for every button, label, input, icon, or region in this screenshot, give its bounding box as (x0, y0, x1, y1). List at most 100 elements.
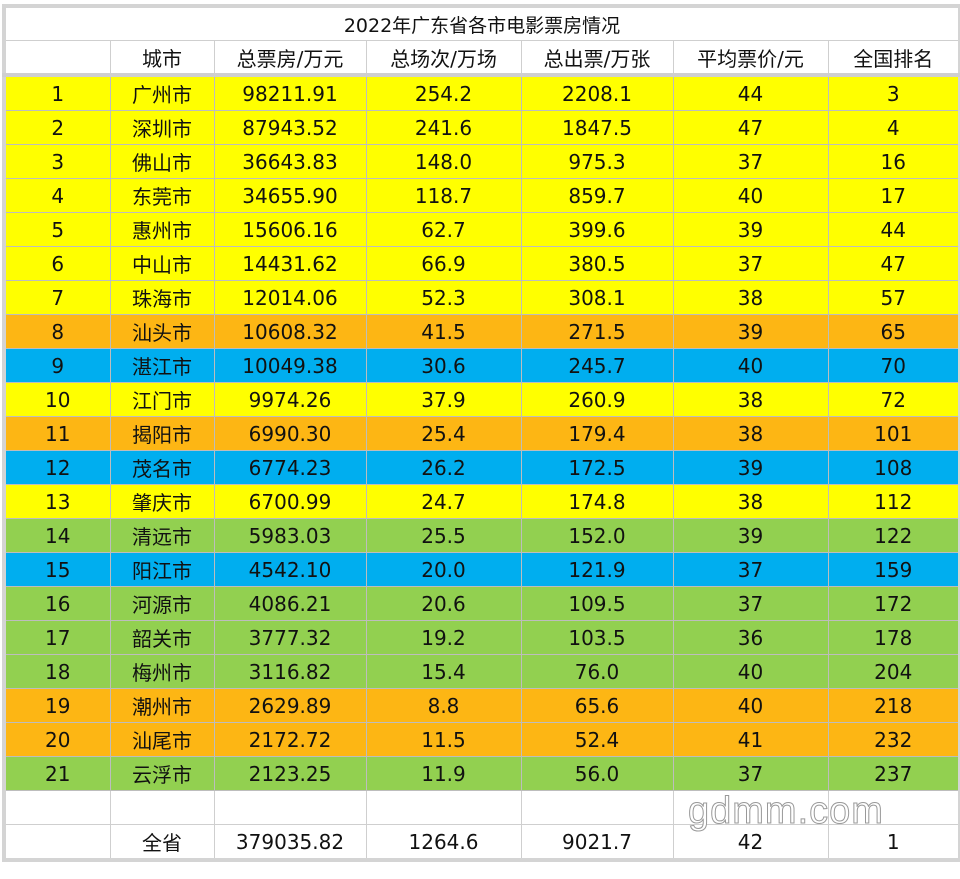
city-cell: 揭阳市 (109, 416, 215, 451)
screenings-cell: 254.2 (365, 74, 522, 111)
rank-cell: 12 (3, 450, 111, 485)
empty-cell (109, 790, 215, 825)
screenings-cell: 11.5 (365, 722, 522, 757)
rank-cell: 17 (3, 620, 111, 655)
tickets-cell: 859.7 (520, 178, 674, 213)
box-office-cell: 5983.03 (213, 518, 367, 553)
national-rank-cell: 159 (827, 552, 960, 587)
avg-price-cell: 38 (672, 416, 829, 451)
box-office-cell: 36643.83 (213, 144, 367, 179)
empty-cell (672, 790, 829, 825)
table-row: 21 云浮市 2123.25 11.9 56.0 37 237 (3, 756, 960, 791)
national-rank-cell: 122 (827, 518, 960, 553)
box-office-cell: 4542.10 (213, 552, 367, 587)
rank-cell: 21 (3, 756, 111, 791)
screenings-cell: 20.6 (365, 586, 522, 621)
national-rank-cell: 65 (827, 314, 960, 349)
rank-cell: 2 (3, 110, 111, 145)
avg-price-cell: 37 (672, 144, 829, 179)
box-office-cell: 34655.90 (213, 178, 367, 213)
column-header: 总票房/万元 (213, 40, 367, 77)
avg-price-cell: 40 (672, 178, 829, 213)
avg-price-cell: 44 (672, 74, 829, 111)
box-office-cell: 2629.89 (213, 688, 367, 723)
tickets-cell: 152.0 (520, 518, 674, 553)
national-rank-cell: 47 (827, 246, 960, 281)
city-cell: 清远市 (109, 518, 215, 553)
screenings-cell: 25.5 (365, 518, 522, 553)
city-cell: 深圳市 (109, 110, 215, 145)
rank-cell: 6 (3, 246, 111, 281)
total-avg-price-cell: 42 (672, 824, 829, 861)
tickets-cell: 975.3 (520, 144, 674, 179)
box-office-cell: 6700.99 (213, 484, 367, 519)
city-cell: 梅州市 (109, 654, 215, 689)
rank-cell: 16 (3, 586, 111, 621)
national-rank-cell: 44 (827, 212, 960, 247)
table-row: 3 佛山市 36643.83 148.0 975.3 37 16 (3, 144, 960, 179)
avg-price-cell: 39 (672, 314, 829, 349)
table-row: 6 中山市 14431.62 66.9 380.5 37 47 (3, 246, 960, 281)
table-row: 2 深圳市 87943.52 241.6 1847.5 47 4 (3, 110, 960, 145)
tickets-cell: 1847.5 (520, 110, 674, 145)
screenings-cell: 30.6 (365, 348, 522, 383)
city-cell: 江门市 (109, 382, 215, 417)
rank-cell: 15 (3, 552, 111, 587)
rank-cell: 14 (3, 518, 111, 553)
rank-cell: 1 (3, 74, 111, 111)
avg-price-cell: 40 (672, 654, 829, 689)
rank-cell: 19 (3, 688, 111, 723)
table-row: 12 茂名市 6774.23 26.2 172.5 39 108 (3, 450, 960, 485)
empty-cell (365, 790, 522, 825)
national-rank-cell: 204 (827, 654, 960, 689)
city-cell: 东莞市 (109, 178, 215, 213)
screenings-cell: 26.2 (365, 450, 522, 485)
national-rank-cell: 218 (827, 688, 960, 723)
city-cell: 佛山市 (109, 144, 215, 179)
city-cell: 中山市 (109, 246, 215, 281)
column-header: 全国排名 (827, 40, 960, 77)
avg-price-cell: 37 (672, 586, 829, 621)
total-tickets-cell: 9021.7 (520, 824, 674, 861)
table-row: 4 东莞市 34655.90 118.7 859.7 40 17 (3, 178, 960, 213)
table-title: 2022年广东省各市电影票房情况 (3, 5, 960, 41)
total-national-rank-cell: 1 (827, 824, 960, 861)
box-office-cell: 6774.23 (213, 450, 367, 485)
city-cell: 惠州市 (109, 212, 215, 247)
box-office-cell: 10049.38 (213, 348, 367, 383)
city-cell: 潮州市 (109, 688, 215, 723)
avg-price-cell: 36 (672, 620, 829, 655)
tickets-cell: 245.7 (520, 348, 674, 383)
total-box-office-cell: 379035.82 (213, 824, 367, 861)
rank-cell: 13 (3, 484, 111, 519)
rank-cell: 3 (3, 144, 111, 179)
avg-price-cell: 38 (672, 280, 829, 315)
avg-price-cell: 40 (672, 688, 829, 723)
screenings-cell: 241.6 (365, 110, 522, 145)
box-office-cell: 10608.32 (213, 314, 367, 349)
column-header: 总场次/万场 (365, 40, 522, 77)
national-rank-cell: 16 (827, 144, 960, 179)
box-office-cell: 2172.72 (213, 722, 367, 757)
national-rank-cell: 108 (827, 450, 960, 485)
city-cell: 汕尾市 (109, 722, 215, 757)
table-row: 13 肇庆市 6700.99 24.7 174.8 38 112 (3, 484, 960, 519)
screenings-cell: 24.7 (365, 484, 522, 519)
national-rank-cell: 232 (827, 722, 960, 757)
table-row: 14 清远市 5983.03 25.5 152.0 39 122 (3, 518, 960, 553)
national-rank-cell: 17 (827, 178, 960, 213)
avg-price-cell: 37 (672, 756, 829, 791)
column-header: 城市 (109, 40, 215, 77)
table-row: 18 梅州市 3116.82 15.4 76.0 40 204 (3, 654, 960, 689)
city-cell: 云浮市 (109, 756, 215, 791)
screenings-cell: 148.0 (365, 144, 522, 179)
box-office-cell: 12014.06 (213, 280, 367, 315)
tickets-cell: 172.5 (520, 450, 674, 485)
box-office-cell: 3777.32 (213, 620, 367, 655)
city-cell: 肇庆市 (109, 484, 215, 519)
blank-row (3, 790, 960, 825)
box-office-cell: 3116.82 (213, 654, 367, 689)
tickets-cell: 179.4 (520, 416, 674, 451)
city-cell: 汕头市 (109, 314, 215, 349)
national-rank-cell: 72 (827, 382, 960, 417)
